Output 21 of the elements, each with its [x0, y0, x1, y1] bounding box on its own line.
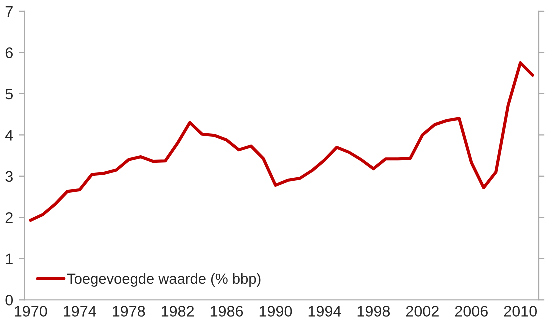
- line-series: [29, 61, 534, 222]
- y-tick-label: 7: [6, 6, 13, 18]
- x-tick-label: 1974: [64, 306, 96, 317]
- x-tick-label: 1970: [15, 306, 48, 317]
- x-tick-label: 1978: [113, 306, 146, 317]
- x-tick-label: 1994: [308, 306, 342, 317]
- x-tick-label: 2002: [406, 306, 439, 317]
- x-tick-label: 2006: [455, 306, 488, 317]
- y-tick-label: 4: [5, 130, 14, 141]
- legend-label: Toegevoegde waarde (% bbp): [67, 273, 261, 287]
- x-tick-label: 1990: [260, 306, 292, 317]
- x-tick-label: 1982: [162, 306, 194, 317]
- y-tick-label: 6: [6, 48, 13, 58]
- y-tick-label: 3: [6, 171, 13, 182]
- y-tick-label: 1: [6, 254, 13, 264]
- x-tick-label: 1986: [210, 306, 244, 317]
- x-tick-label: 1998: [358, 306, 390, 317]
- y-tick-label: 2: [6, 212, 13, 224]
- y-tick-label: 5: [6, 88, 13, 100]
- x-tick-label: 2010: [504, 306, 538, 317]
- y-tick-label: 0: [6, 294, 14, 306]
